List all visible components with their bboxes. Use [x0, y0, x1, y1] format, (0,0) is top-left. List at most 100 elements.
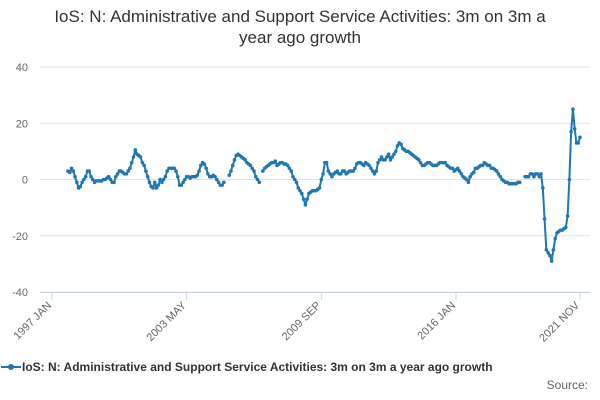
data-point [152, 180, 157, 185]
data-point [572, 127, 577, 131]
data-point [261, 169, 265, 173]
data-point [544, 248, 549, 252]
data-point [526, 174, 531, 179]
data-point [374, 169, 379, 173]
data-point [370, 169, 375, 173]
source: Source: [546, 378, 588, 392]
data-point [542, 217, 547, 221]
data-point [124, 172, 129, 176]
x-tick-label: 2003 MAY [145, 299, 190, 344]
x-tick-label: 2009 SEP [280, 300, 324, 344]
y-tick-label: 20 [16, 118, 28, 130]
legend-label: IoS: N: Administrative and Support Servi… [22, 360, 493, 374]
data-point [140, 160, 145, 165]
data-point [83, 174, 88, 179]
data-point [393, 149, 398, 154]
data-point [353, 166, 357, 171]
data-point [379, 155, 384, 159]
data-point [339, 172, 343, 176]
data-point [450, 166, 455, 171]
data-point [294, 180, 299, 185]
data-point [457, 169, 462, 173]
data-point [376, 160, 380, 165]
data-point [175, 174, 180, 179]
legend-marker [1, 364, 21, 370]
data-point [248, 163, 253, 168]
data-point [328, 172, 332, 176]
data-point [113, 174, 118, 179]
data-point [517, 180, 522, 185]
data-point [335, 169, 340, 173]
data-point [296, 186, 301, 190]
data-point [571, 107, 575, 111]
data-point [392, 152, 396, 156]
data-point [468, 174, 472, 179]
x-tick-label: 2021 NOV [537, 299, 582, 344]
data-point [73, 174, 77, 179]
data-point [466, 180, 471, 185]
data-point [317, 186, 322, 190]
data-point [89, 174, 93, 179]
data-point [199, 163, 203, 168]
data-point [326, 169, 331, 173]
data-point [145, 174, 150, 179]
data-point [564, 225, 568, 230]
data-point [330, 174, 334, 179]
data-point [273, 159, 278, 164]
data-point [252, 169, 256, 173]
y-tick-label: -20 [12, 231, 28, 243]
data-point [532, 174, 536, 179]
data-point [539, 172, 543, 176]
data-point [551, 248, 556, 252]
data-point [305, 197, 309, 201]
series-line [67, 108, 581, 263]
data-point [285, 163, 290, 168]
data-point [549, 259, 554, 263]
data-point [383, 158, 387, 162]
data-point [197, 169, 201, 173]
data-point [496, 172, 501, 176]
y-tick-label: 0 [22, 175, 28, 187]
legend[interactable]: IoS: N: Administrative and Support Servi… [0, 360, 600, 374]
data-point [213, 174, 217, 179]
data-point [480, 163, 485, 168]
data-point [115, 172, 120, 176]
data-point [156, 183, 161, 187]
data-point [471, 170, 476, 175]
data-point [90, 177, 95, 182]
data-point [206, 172, 210, 176]
data-point [183, 177, 187, 182]
data-point [202, 162, 207, 166]
data-point [179, 183, 184, 187]
data-point [227, 173, 231, 178]
data-point [106, 174, 111, 179]
data-point [108, 177, 113, 182]
data-point [126, 169, 130, 173]
data-point [443, 160, 448, 165]
data-point [385, 155, 389, 159]
data-point [142, 163, 146, 168]
data-point [67, 170, 72, 175]
data-point [257, 180, 262, 185]
data-point [569, 129, 573, 134]
data-point [530, 172, 534, 176]
data-point [578, 135, 582, 140]
data-point [291, 174, 295, 179]
data-point [154, 186, 159, 190]
data-point [80, 180, 84, 185]
data-point [87, 169, 92, 173]
data-point [367, 163, 371, 168]
data-point [319, 177, 324, 182]
data-point [498, 174, 503, 179]
data-point [255, 177, 260, 182]
data-point [395, 143, 400, 148]
data-point [298, 188, 302, 193]
data-point [321, 172, 325, 176]
data-point [342, 169, 347, 173]
data-point [174, 169, 178, 173]
data-point [129, 160, 134, 165]
data-point [161, 177, 166, 182]
data-point [243, 158, 247, 162]
data-point [82, 177, 86, 182]
data-point [220, 183, 224, 187]
